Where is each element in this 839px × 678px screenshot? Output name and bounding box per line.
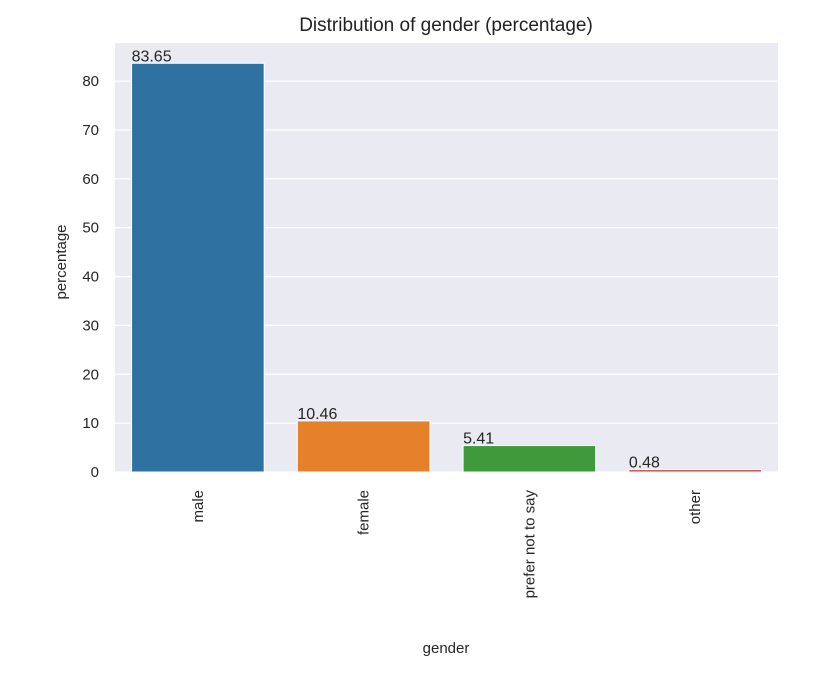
x-tick-label: male bbox=[190, 490, 207, 523]
bar-other bbox=[628, 469, 762, 473]
y-tick-label: 10 bbox=[82, 415, 99, 432]
data-label: 83.65 bbox=[132, 48, 172, 65]
x-tick-label: female bbox=[356, 490, 373, 535]
y-tick-label: 50 bbox=[82, 220, 99, 237]
x-tick-label: other bbox=[687, 490, 704, 524]
x-axis-label: gender bbox=[423, 640, 470, 657]
x-tick-label: prefer not to say bbox=[521, 490, 538, 599]
y-tick-labels: 0 10 20 30 40 50 60 70 80 bbox=[82, 73, 99, 481]
data-label: 10.46 bbox=[297, 406, 337, 423]
y-tick-label: 70 bbox=[82, 122, 99, 139]
y-tick-label: 0 bbox=[91, 464, 99, 481]
y-tick-label: 80 bbox=[82, 73, 99, 90]
data-label: 0.48 bbox=[629, 455, 660, 472]
y-tick-label: 60 bbox=[82, 171, 99, 188]
bar-male bbox=[131, 62, 265, 473]
y-axis-label: percentage bbox=[53, 224, 70, 299]
bar-prefer-not-to-say bbox=[462, 445, 597, 473]
bar-female bbox=[296, 420, 431, 473]
x-tick-labels: male female prefer not to say other bbox=[190, 490, 704, 599]
y-tick-label: 30 bbox=[82, 317, 99, 334]
chart-title: Distribution of gender (percentage) bbox=[299, 15, 593, 36]
data-labels: 83.65 10.46 5.41 0.48 bbox=[132, 48, 660, 471]
data-label: 5.41 bbox=[463, 431, 494, 448]
y-tick-label: 40 bbox=[82, 269, 99, 286]
y-tick-label: 20 bbox=[82, 366, 99, 383]
bars bbox=[131, 62, 762, 473]
